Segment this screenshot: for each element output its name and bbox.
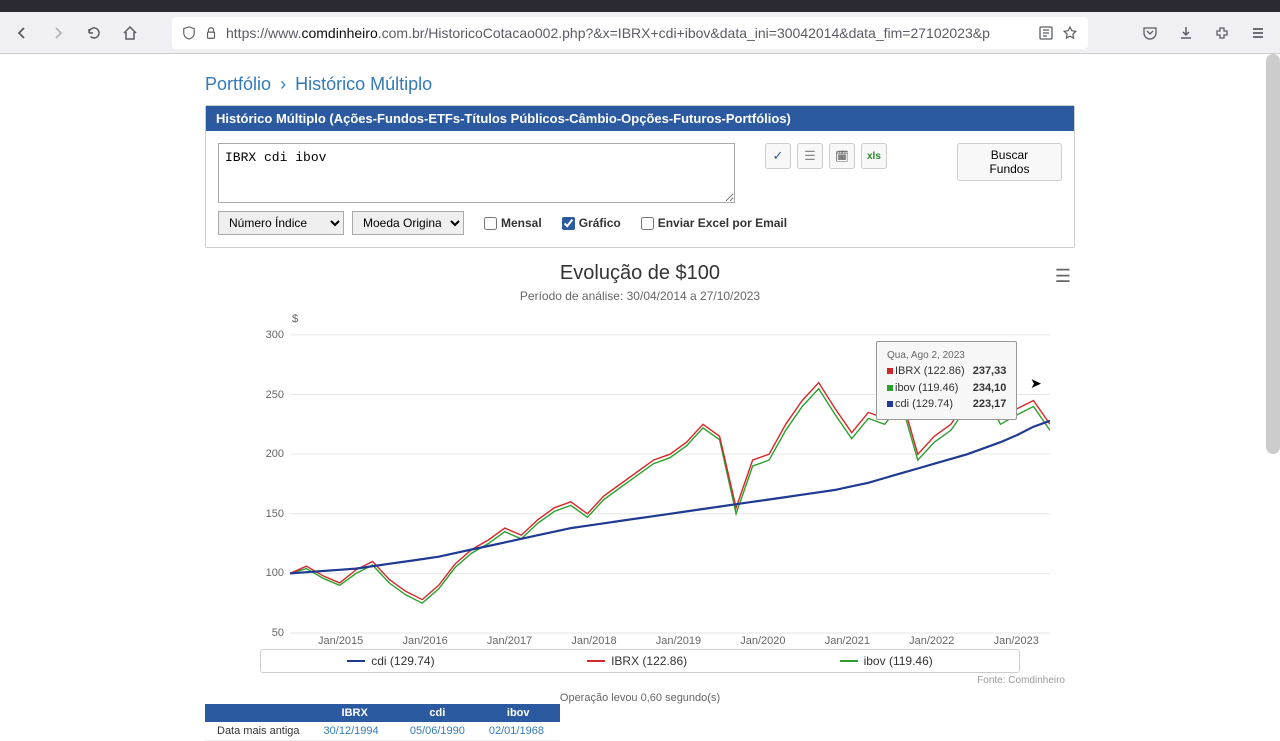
y-tick: 100 bbox=[266, 567, 284, 579]
legend-item[interactable]: cdi (129.74) bbox=[347, 654, 434, 668]
x-tick: Jan/2015 bbox=[318, 635, 363, 647]
mensal-checkbox[interactable]: Mensal bbox=[484, 216, 542, 230]
x-tick: Jan/2019 bbox=[656, 635, 701, 647]
legend-item[interactable]: IBRX (122.86) bbox=[587, 654, 687, 668]
table-cell: 02/01/1968 bbox=[477, 722, 560, 741]
table-header bbox=[205, 704, 312, 722]
y-tick: 150 bbox=[266, 508, 284, 520]
browser-toolbar: https://www.comdinheiro.com.br/Historico… bbox=[0, 12, 1280, 54]
data-table: IBRXcdiibov Data mais antiga30/12/199405… bbox=[205, 704, 560, 741]
tab-strip bbox=[0, 0, 1280, 12]
x-tick: Jan/2018 bbox=[571, 635, 616, 647]
panel-title: Histórico Múltiplo (Ações-Fundos-ETFs-Tí… bbox=[206, 106, 1074, 131]
breadcrumb-current: Histórico Múltiplo bbox=[295, 74, 432, 94]
check-icon[interactable]: ✓ bbox=[765, 143, 791, 169]
bookmark-star-icon[interactable] bbox=[1062, 25, 1078, 41]
timing-text: Operação levou 0,60 segundo(s) bbox=[205, 692, 1075, 704]
breadcrumb-sep: › bbox=[280, 74, 286, 94]
scrollbar[interactable] bbox=[1266, 54, 1280, 454]
breadcrumb: Portfólio › Histórico Múltiplo bbox=[205, 74, 1075, 95]
y-tick: 200 bbox=[266, 448, 284, 460]
table-header: ibov bbox=[477, 704, 560, 722]
extensions-icon[interactable] bbox=[1208, 19, 1236, 47]
line-chart[interactable]: $ Qua, Ago 2, 2023 IBRX (122.86) 237,33i… bbox=[230, 313, 1050, 643]
breadcrumb-root[interactable]: Portfólio bbox=[205, 74, 271, 94]
buscar-fundos-button[interactable]: Buscar Fundos bbox=[957, 143, 1062, 181]
back-button[interactable] bbox=[8, 19, 36, 47]
table-header: IBRX bbox=[312, 704, 398, 722]
reload-button[interactable] bbox=[80, 19, 108, 47]
reader-icon[interactable] bbox=[1038, 25, 1054, 41]
shield-icon bbox=[182, 26, 196, 40]
excel-icon[interactable]: xls bbox=[861, 143, 887, 169]
x-tick: Jan/2022 bbox=[909, 635, 954, 647]
chart-container: ☰ Evolução de $100 Período de análise: 3… bbox=[205, 262, 1075, 741]
menu-icon[interactable] bbox=[1244, 19, 1272, 47]
tooltip-date: Qua, Ago 2, 2023 bbox=[887, 348, 1006, 363]
lock-icon bbox=[204, 26, 218, 40]
x-tick: Jan/2023 bbox=[994, 635, 1039, 647]
y-tick: 50 bbox=[272, 627, 284, 639]
calendar-icon[interactable]: 🗓 bbox=[829, 143, 855, 169]
chart-menu-icon[interactable]: ☰ bbox=[1055, 266, 1071, 287]
email-checkbox[interactable]: Enviar Excel por Email bbox=[641, 216, 787, 230]
downloads-icon[interactable] bbox=[1172, 19, 1200, 47]
chart-tooltip: Qua, Ago 2, 2023 IBRX (122.86) 237,33ibo… bbox=[876, 341, 1017, 420]
currency-select[interactable]: Moeda Original bbox=[352, 211, 464, 235]
table-header: cdi bbox=[398, 704, 477, 722]
chart-title: Evolução de $100 bbox=[205, 262, 1075, 285]
query-panel: Histórico Múltiplo (Ações-Fundos-ETFs-Tí… bbox=[205, 105, 1075, 248]
table-row-label: Data mais antiga bbox=[205, 722, 312, 741]
x-tick: Jan/2016 bbox=[402, 635, 447, 647]
index-type-select[interactable]: Número Índice bbox=[218, 211, 344, 235]
url-bar[interactable]: https://www.comdinheiro.com.br/Historico… bbox=[172, 17, 1088, 49]
x-tick: Jan/2020 bbox=[740, 635, 785, 647]
y-tick: 250 bbox=[266, 389, 284, 401]
chart-source: Fonte: Comdinheiro bbox=[205, 675, 1075, 686]
home-button[interactable] bbox=[116, 19, 144, 47]
x-tick: Jan/2021 bbox=[825, 635, 870, 647]
y-axis-label: $ bbox=[292, 313, 298, 325]
grafico-checkbox[interactable]: Gráfico bbox=[562, 216, 621, 230]
url-text: https://www.comdinheiro.com.br/Historico… bbox=[226, 25, 1030, 41]
list-icon[interactable]: ☰ bbox=[797, 143, 823, 169]
x-tick: Jan/2017 bbox=[487, 635, 532, 647]
table-cell: 05/06/1990 bbox=[398, 722, 477, 741]
legend-item[interactable]: ibov (119.46) bbox=[840, 654, 933, 668]
pocket-icon[interactable] bbox=[1136, 19, 1164, 47]
mouse-cursor: ➤ bbox=[1030, 375, 1042, 392]
chart-legend: cdi (129.74) IBRX (122.86) ibov (119.46) bbox=[260, 649, 1020, 673]
table-cell: 30/12/1994 bbox=[312, 722, 398, 741]
y-tick: 300 bbox=[266, 329, 284, 341]
forward-button[interactable] bbox=[44, 19, 72, 47]
ticker-input[interactable]: IBRX cdi ibov bbox=[218, 143, 735, 203]
chart-subtitle: Período de análise: 30/04/2014 a 27/10/2… bbox=[205, 289, 1075, 303]
